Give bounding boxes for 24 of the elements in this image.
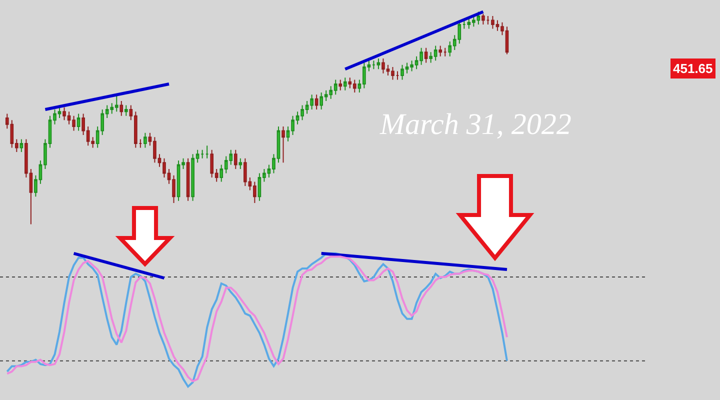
candlestick: [338, 79, 342, 91]
candlestick: [124, 104, 128, 116]
candlestick: [200, 149, 204, 159]
candlestick: [20, 138, 24, 152]
candlestick: [205, 145, 209, 159]
candlestick: [314, 94, 318, 110]
candlestick: [443, 47, 447, 57]
candlestick: [144, 132, 147, 148]
candlestick: [372, 60, 376, 70]
candlestick: [120, 100, 124, 116]
text: 451.65: [673, 61, 713, 76]
candlestick: [282, 126, 285, 164]
candlestick: [76, 113, 80, 132]
candlestick: [376, 58, 380, 70]
candlestick: [234, 149, 238, 170]
candlestick: [138, 138, 142, 148]
candlestick: [238, 158, 242, 170]
candlestick: [186, 158, 190, 202]
candlestick: [486, 16, 490, 26]
candlestick: [396, 70, 400, 80]
candlestick: [438, 45, 442, 57]
candlestick: [343, 77, 347, 91]
candlestick: [482, 13, 485, 26]
candlestick: [424, 47, 428, 64]
